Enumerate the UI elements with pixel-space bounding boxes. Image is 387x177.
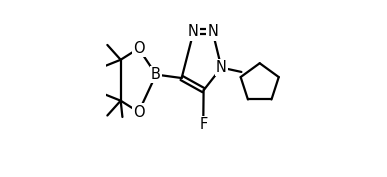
Text: B: B <box>151 67 161 82</box>
Text: N: N <box>207 24 218 39</box>
Text: N: N <box>188 24 199 39</box>
Text: N: N <box>216 60 227 75</box>
Text: F: F <box>199 117 207 132</box>
Text: O: O <box>133 41 144 56</box>
Text: O: O <box>133 105 144 119</box>
